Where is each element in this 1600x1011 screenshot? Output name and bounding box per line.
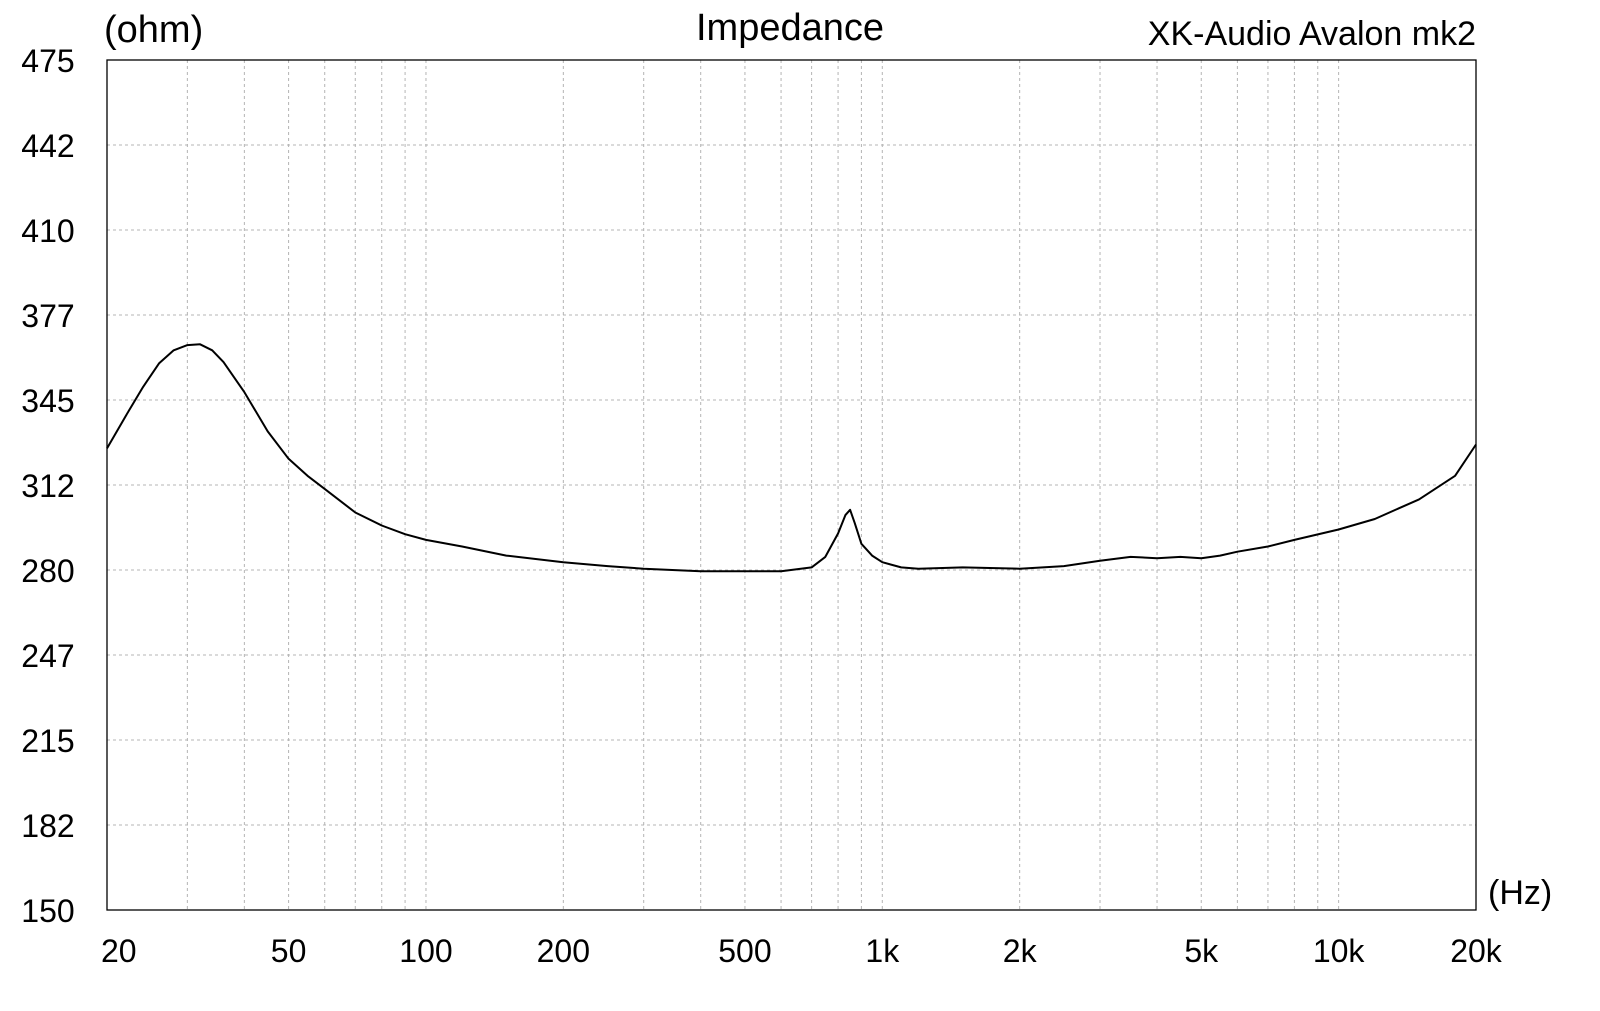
x-tick-label: 20: [101, 933, 137, 969]
x-tick-label: 200: [537, 933, 590, 969]
x-tick-label: 10k: [1313, 933, 1366, 969]
x-tick-label: 2k: [1003, 933, 1038, 969]
y-tick-label: 215: [21, 723, 74, 759]
x-tick-label: 100: [399, 933, 452, 969]
y-axis-label: (ohm): [104, 9, 203, 51]
x-tick-label: 5k: [1184, 933, 1219, 969]
y-tick-label: 150: [21, 893, 74, 929]
x-tick-label: 500: [718, 933, 771, 969]
chart-title: Impedance: [696, 7, 884, 49]
y-tick-label: 312: [21, 468, 74, 504]
series-layer: [106, 343, 1477, 573]
x-axis-label: (Hz): [1488, 874, 1552, 912]
y-tick-label: 377: [21, 298, 74, 334]
y-tick-label: 182: [21, 808, 74, 844]
x-tick-label: 1k: [865, 933, 900, 969]
y-tick-label: 280: [21, 553, 74, 589]
y-tick-label: 247: [21, 638, 74, 674]
y-tick-label: 345: [21, 383, 74, 419]
x-tick-label: 20k: [1450, 933, 1503, 969]
x-tick-label: 50: [271, 933, 307, 969]
y-tick-label: 410: [21, 213, 74, 249]
plot-area-frame: [106, 59, 1477, 911]
chart-subtitle: XK-Audio Avalon mk2: [1148, 15, 1476, 53]
tick-labels: 150 182 215 247 280 312 345 377 410 442 475 20 50 100…: [21, 43, 1502, 969]
grid-lines: [107, 60, 1476, 910]
impedance-series-line: [106, 343, 1477, 573]
y-tick-label: 475: [21, 43, 74, 79]
y-tick-label: 442: [21, 128, 74, 164]
